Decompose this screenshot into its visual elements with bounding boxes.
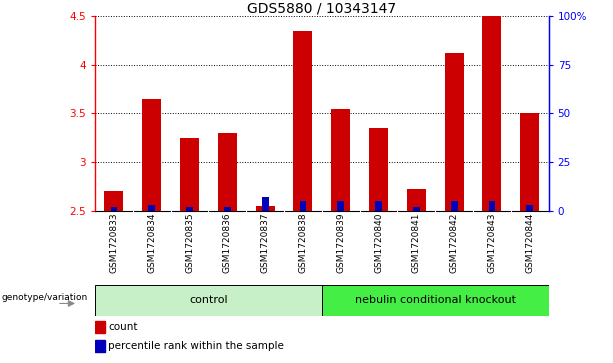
Text: GSM1720844: GSM1720844 bbox=[525, 213, 535, 273]
Text: GSM1720834: GSM1720834 bbox=[147, 213, 156, 273]
Bar bbox=[520, 113, 539, 211]
Bar bbox=[331, 109, 350, 211]
Bar bbox=[95, 285, 322, 316]
Title: GDS5880 / 10343147: GDS5880 / 10343147 bbox=[247, 1, 397, 15]
Bar bbox=[407, 189, 426, 211]
Text: GSM1720838: GSM1720838 bbox=[299, 213, 308, 273]
Bar bbox=[451, 201, 457, 211]
Bar bbox=[142, 99, 161, 211]
Bar bbox=[369, 128, 388, 211]
Bar bbox=[489, 201, 495, 211]
Bar bbox=[95, 321, 105, 333]
Bar bbox=[224, 207, 230, 211]
Text: count: count bbox=[109, 322, 138, 331]
Text: control: control bbox=[189, 295, 228, 305]
Bar bbox=[375, 201, 382, 211]
Text: GSM1720843: GSM1720843 bbox=[487, 213, 497, 273]
Text: GSM1720833: GSM1720833 bbox=[109, 213, 118, 273]
Text: nebulin conditional knockout: nebulin conditional knockout bbox=[355, 295, 516, 305]
Text: GSM1720841: GSM1720841 bbox=[412, 213, 421, 273]
Bar bbox=[527, 205, 533, 211]
Bar bbox=[413, 207, 420, 211]
Bar bbox=[95, 340, 105, 352]
Bar bbox=[104, 191, 123, 211]
Text: GSM1720837: GSM1720837 bbox=[261, 213, 270, 273]
Bar bbox=[482, 16, 501, 211]
Bar bbox=[337, 201, 344, 211]
Text: GSM1720840: GSM1720840 bbox=[374, 213, 383, 273]
Text: GSM1720835: GSM1720835 bbox=[185, 213, 194, 273]
Bar bbox=[444, 53, 463, 211]
Bar bbox=[300, 201, 306, 211]
Bar bbox=[218, 133, 237, 211]
Text: genotype/variation: genotype/variation bbox=[2, 293, 88, 302]
Text: GSM1720842: GSM1720842 bbox=[449, 213, 459, 273]
Bar bbox=[262, 197, 268, 211]
Bar bbox=[110, 207, 117, 211]
Bar bbox=[186, 207, 193, 211]
Bar bbox=[256, 206, 275, 211]
Text: percentile rank within the sample: percentile rank within the sample bbox=[109, 341, 284, 351]
Text: GSM1720836: GSM1720836 bbox=[223, 213, 232, 273]
Text: GSM1720839: GSM1720839 bbox=[336, 213, 345, 273]
Bar bbox=[294, 31, 313, 211]
Bar bbox=[180, 138, 199, 211]
Bar bbox=[148, 205, 155, 211]
Bar bbox=[322, 285, 549, 316]
